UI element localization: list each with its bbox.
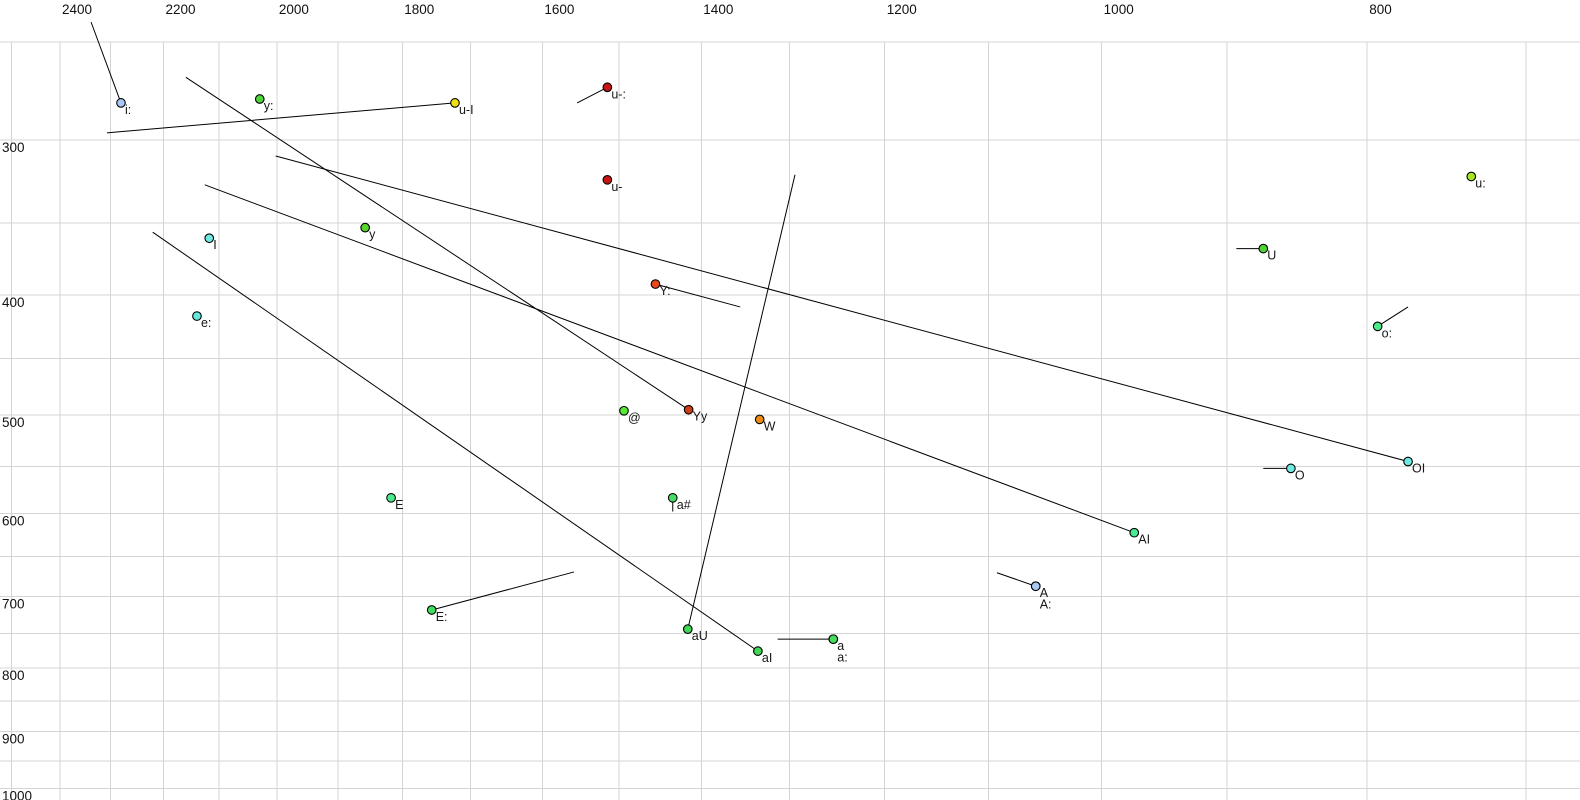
- vowel-point: [667, 492, 678, 503]
- y-tick-label: 900: [2, 732, 25, 747]
- vowel-point: [204, 233, 215, 244]
- y-tick-label: 300: [2, 140, 25, 155]
- vowel-point: [683, 404, 694, 415]
- vowel-point-label: E:: [436, 610, 448, 624]
- x-tick-label: 2200: [165, 2, 195, 17]
- vowel-point-label: y:: [264, 99, 274, 113]
- y-tick-label: 1000: [2, 788, 32, 800]
- trajectory-line: [204, 184, 1135, 534]
- vowel-point: [116, 98, 126, 108]
- vowel-point: [619, 405, 629, 416]
- y-tick-label: 600: [2, 513, 25, 528]
- vowel-point: [1286, 463, 1296, 474]
- y-tick-label: 500: [2, 415, 25, 430]
- trajectory-line: [996, 572, 1036, 587]
- vowel-point-label: O: [1295, 468, 1305, 482]
- vowel-point: [254, 94, 265, 104]
- vowel-point-label: u-: [611, 180, 622, 194]
- vowel-point-label: Y:: [659, 284, 670, 298]
- vowel-point-label: u-I: [459, 103, 474, 117]
- trajectory-line: [275, 155, 1409, 463]
- x-tick-label: 1400: [703, 2, 733, 17]
- vowel-point: [1129, 527, 1140, 538]
- vowel-point-label: AI: [1138, 533, 1150, 547]
- y-tick-label: 400: [2, 295, 25, 310]
- vowel-point: [1372, 321, 1383, 332]
- vowel-point-label: A: [1040, 586, 1049, 600]
- trajectory-layer: [90, 21, 1409, 652]
- vowel-point-label: Yy: [693, 410, 708, 424]
- vowel-point-label: OI: [1412, 462, 1425, 476]
- vowel-point-label: o:: [1382, 326, 1392, 340]
- points-layer: [116, 82, 1477, 656]
- trajectory-line: [655, 283, 741, 308]
- vowel-point: [602, 82, 613, 93]
- vowel-point: [1466, 171, 1477, 182]
- vowel-point: [602, 174, 613, 185]
- vowel-point: [360, 222, 371, 233]
- trajectory-line: [687, 174, 796, 630]
- vowel-point-label: u:: [1475, 176, 1485, 190]
- x-tick-label: 800: [1369, 2, 1392, 17]
- trajectory-line: [185, 76, 689, 411]
- vowel-point-label: W: [764, 419, 776, 433]
- vowel-point-label: aU: [692, 629, 708, 643]
- vowel-point: [754, 414, 765, 425]
- x-tick-label: 1000: [1104, 2, 1134, 17]
- trajectory-line: [576, 86, 608, 104]
- trajectory-line: [90, 21, 122, 104]
- vowel-point-label: U: [1267, 249, 1276, 263]
- x-tick-label: 1800: [404, 2, 434, 17]
- y-tick-label: 700: [2, 596, 25, 611]
- x-tick-label: 1200: [887, 2, 917, 17]
- trajectory-line: [431, 571, 575, 611]
- vowel-point: [1403, 456, 1413, 467]
- x-tick-label: 1600: [544, 2, 574, 17]
- vowel-point: [650, 279, 661, 289]
- trajectory-line: [106, 102, 456, 134]
- vowel-point-label: E: [395, 498, 403, 512]
- vowel-point: [386, 492, 396, 503]
- vowel-point: [753, 646, 763, 656]
- vowel-point-label: I: [213, 238, 216, 252]
- vowel-point: [682, 624, 693, 634]
- vowel-point: [192, 311, 202, 321]
- x-tick-label: 2400: [62, 2, 92, 17]
- vowel-point-label: i:: [125, 103, 131, 117]
- vowel-point-label: a: [837, 639, 844, 653]
- point-label-layer: i: y: u-I u-: u-y Ie: u: Uo: Y: @ Yy W O OI E a# AI AA: E:…: [125, 87, 1486, 665]
- vowel-point-label: e:: [201, 316, 211, 330]
- grid-layer: [0, 41, 1580, 800]
- vowel-point: [1258, 243, 1269, 254]
- vowel-point-label: u-:: [611, 87, 626, 101]
- axis-label-layer: 2400 2200 2000 1800 1600 1400 1200 1000 800 300 40…: [2, 2, 1392, 800]
- vowel-point: [1030, 581, 1041, 592]
- vowel-point-label: @: [628, 411, 641, 425]
- vowel-point-label: a:: [837, 651, 847, 665]
- trajectory-line: [1377, 306, 1409, 327]
- vowel-point: [450, 98, 460, 108]
- x-tick-label: 2000: [279, 2, 309, 17]
- trajectory-line: [152, 231, 759, 652]
- vowel-point-label: A:: [1040, 598, 1052, 612]
- vowel-point: [426, 605, 437, 615]
- vowel-point-label: aI: [762, 651, 772, 665]
- vowel-point-label: a#: [677, 498, 691, 512]
- vowel-point: [828, 634, 839, 645]
- vowel-point-label: y: [369, 228, 376, 242]
- y-tick-label: 800: [2, 668, 25, 683]
